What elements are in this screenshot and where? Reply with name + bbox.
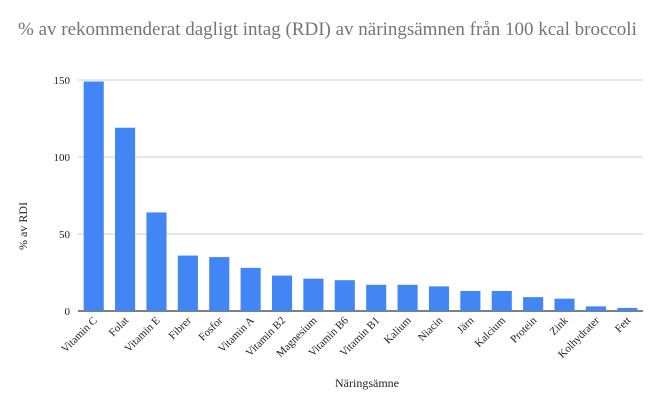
x-tick-label: Kalcium (473, 314, 509, 350)
bar (428, 286, 450, 311)
y-tick-label: 50 (59, 229, 71, 241)
grid-layer (78, 79, 643, 312)
bar (585, 306, 606, 311)
bar (523, 297, 544, 311)
x-tick-label: Folat (107, 315, 131, 339)
bar (146, 212, 167, 311)
bar (83, 81, 104, 311)
x-tick-label: Fett (613, 315, 634, 336)
bar (617, 307, 638, 311)
x-tick-label: Vitamin C (59, 315, 100, 356)
bar (271, 275, 293, 311)
bar (303, 278, 324, 311)
bar (177, 255, 198, 311)
bar (491, 290, 512, 311)
bar (366, 284, 387, 311)
x-tick-label: Kalium (382, 314, 414, 346)
y-tick-label: 0 (65, 306, 71, 318)
bar (209, 257, 230, 311)
x-tick-label: Niacin (416, 314, 446, 344)
chart-title: % av rekommenderat dagligt intag (RDI) a… (18, 19, 637, 40)
x-axis-title: Näringsämne (335, 376, 399, 390)
y-tick-label: 150 (54, 75, 71, 87)
y-tick-labels: 0 50 100 150 (54, 75, 71, 318)
x-tick-label: Zink (547, 314, 571, 338)
x-tick-label: Fibrer (166, 314, 194, 342)
bar (397, 284, 418, 311)
x-tick-label: Protein (508, 314, 539, 345)
bar (115, 127, 136, 312)
x-tick-label: Järn (455, 314, 477, 336)
bar (240, 267, 261, 311)
x-tick-label: Fosfor (197, 314, 226, 343)
bar (460, 290, 481, 311)
y-tick-label: 100 (54, 152, 71, 164)
bar-layer (83, 81, 638, 312)
y-axis-title: % av RDI (16, 202, 30, 250)
bar (334, 280, 355, 311)
bar (554, 298, 575, 311)
